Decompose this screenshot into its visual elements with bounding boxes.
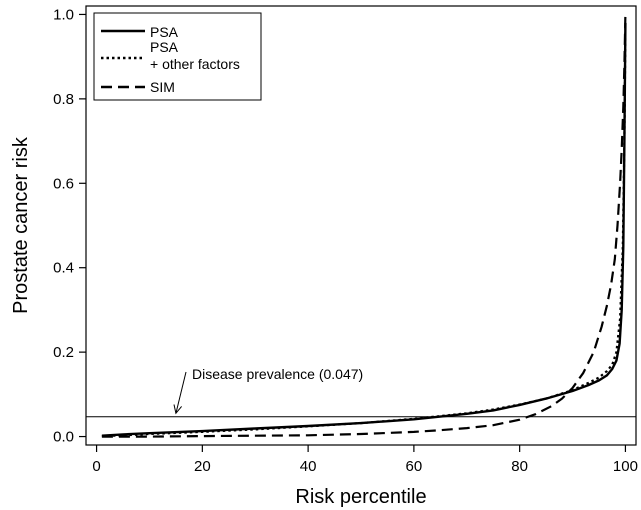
series-line-dashed bbox=[101, 14, 627, 438]
annotation-arrow-head bbox=[173, 404, 182, 415]
x-tick-label: 60 bbox=[406, 458, 423, 475]
y-tick-label: 0.2 bbox=[53, 344, 74, 361]
x-axis: 0 20 40 60 80 100 bbox=[92, 445, 638, 475]
x-axis-title: Risk percentile bbox=[295, 486, 426, 508]
y-axis-title: Prostate cancer risk bbox=[10, 136, 32, 314]
series-line-dotted bbox=[101, 27, 627, 438]
legend-label: PSA bbox=[150, 39, 179, 55]
legend-box bbox=[93, 12, 262, 101]
x-tick-label: 40 bbox=[300, 458, 317, 475]
y-tick-label: 0.4 bbox=[53, 260, 74, 277]
x-tick-label: 80 bbox=[511, 458, 528, 475]
y-tick-label: 0.8 bbox=[53, 91, 74, 108]
legend-label: PSA bbox=[150, 24, 179, 40]
y-tick-label: 0.6 bbox=[53, 175, 74, 192]
plot-frame bbox=[85, 5, 637, 446]
legend-label: + other factors bbox=[150, 56, 240, 72]
series-layer bbox=[101, 14, 627, 438]
legend-label: SIM bbox=[150, 79, 175, 95]
x-tick-label: 100 bbox=[613, 458, 638, 475]
x-tick-label: 0 bbox=[92, 458, 100, 475]
y-tick-label: 1.0 bbox=[53, 6, 74, 23]
y-tick-label: 0.0 bbox=[53, 429, 74, 446]
annotation-arrow-line bbox=[175, 371, 187, 414]
annotation: Disease prevalence (0.047) bbox=[173, 366, 363, 415]
x-tick-label: 20 bbox=[194, 458, 211, 475]
y-axis: 0.0 0.2 0.4 0.6 0.8 1.0 bbox=[53, 6, 86, 446]
annotation-label: Disease prevalence (0.047) bbox=[192, 366, 363, 382]
